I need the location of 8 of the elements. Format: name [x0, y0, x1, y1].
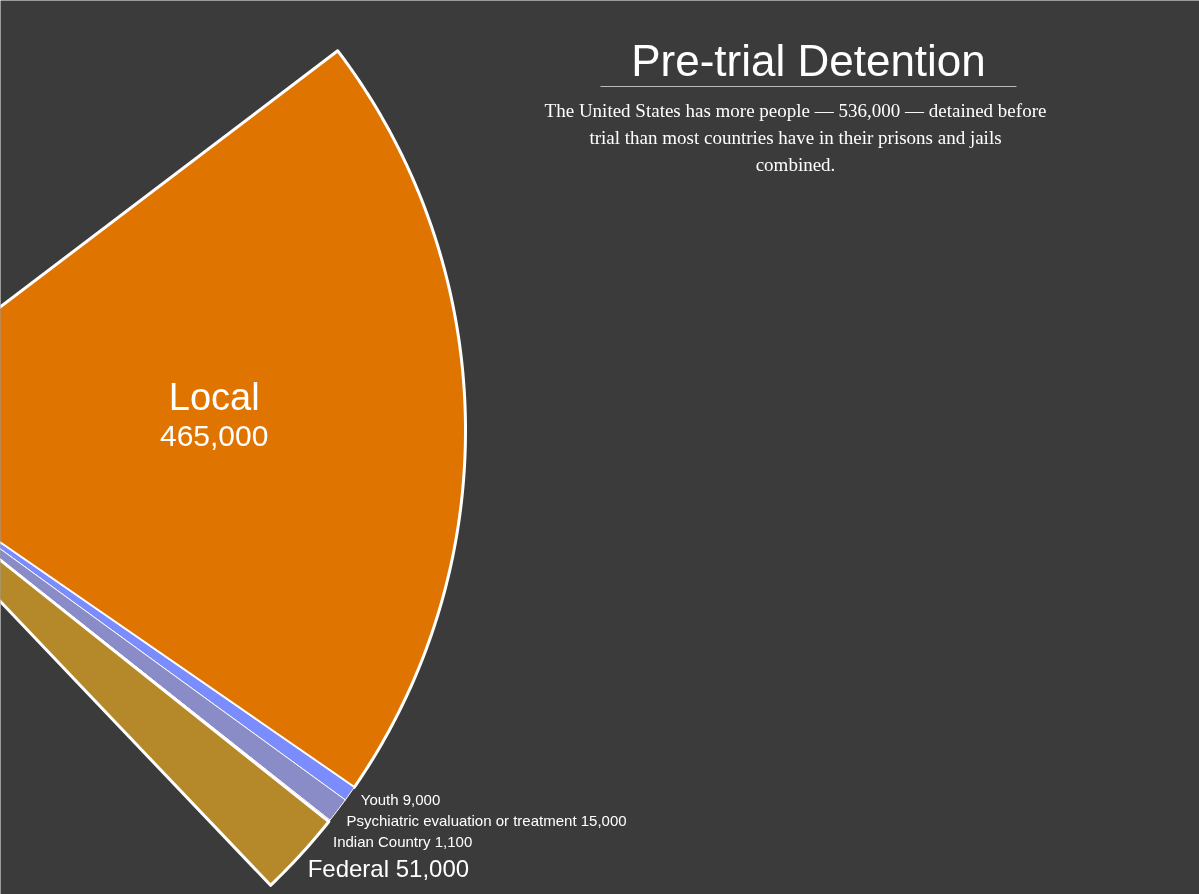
slice-label: Indian Country 1,100 [332, 833, 473, 851]
data-label: 465,000 [159, 419, 269, 453]
slice-label: Federal 51,000 [307, 855, 470, 883]
slice-label: Local [168, 376, 260, 419]
slice-label: Youth 9,000 [360, 791, 441, 809]
text: Pre-trial Detention [631, 36, 986, 85]
slice-label: Psychiatric evaluation or treatment 15,000 [346, 812, 627, 830]
text: The United States has more people — 536,000 — detained before trial than most countries have in their prisons and jails combined. [544, 100, 1047, 175]
